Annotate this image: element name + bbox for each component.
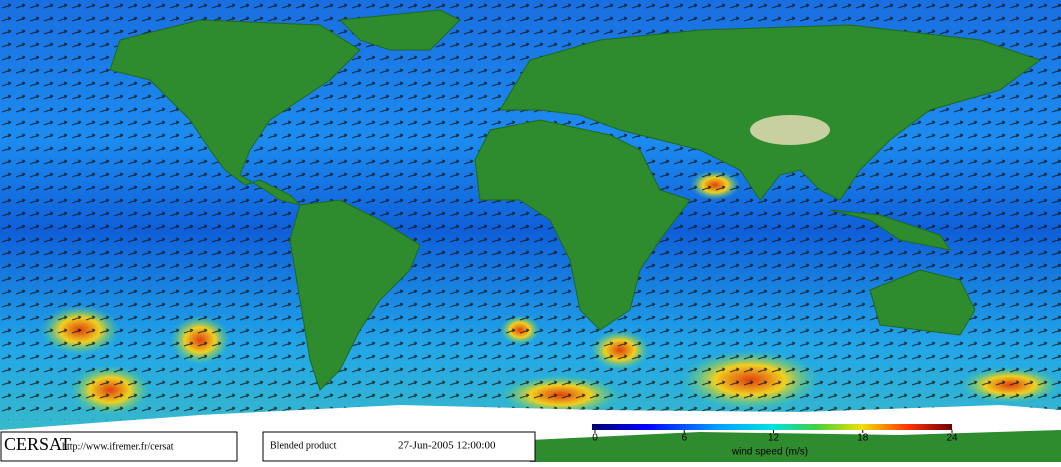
colorbar-label: wind speed (m/s) xyxy=(731,447,808,458)
antarctic-relief xyxy=(530,430,1061,462)
colorbar-tick-label: 18 xyxy=(857,433,869,444)
colorbar-tick-label: 6 xyxy=(681,433,687,444)
product-box xyxy=(262,431,536,462)
logo: CERSAT xyxy=(4,434,71,454)
url: http://www.ifremer.fr/cersat xyxy=(62,441,174,452)
land xyxy=(109,9,1042,391)
plateau xyxy=(750,115,830,145)
colorbar xyxy=(592,424,952,430)
colorbar-tick-label: 12 xyxy=(768,433,780,444)
date: 27-Jun-2005 12:00:00 xyxy=(398,440,496,452)
product: Blended product xyxy=(270,440,337,451)
logo-box xyxy=(0,431,238,462)
colorbar-tick-label: 0 xyxy=(592,433,598,444)
colorbar-tick-label: 24 xyxy=(946,433,958,444)
